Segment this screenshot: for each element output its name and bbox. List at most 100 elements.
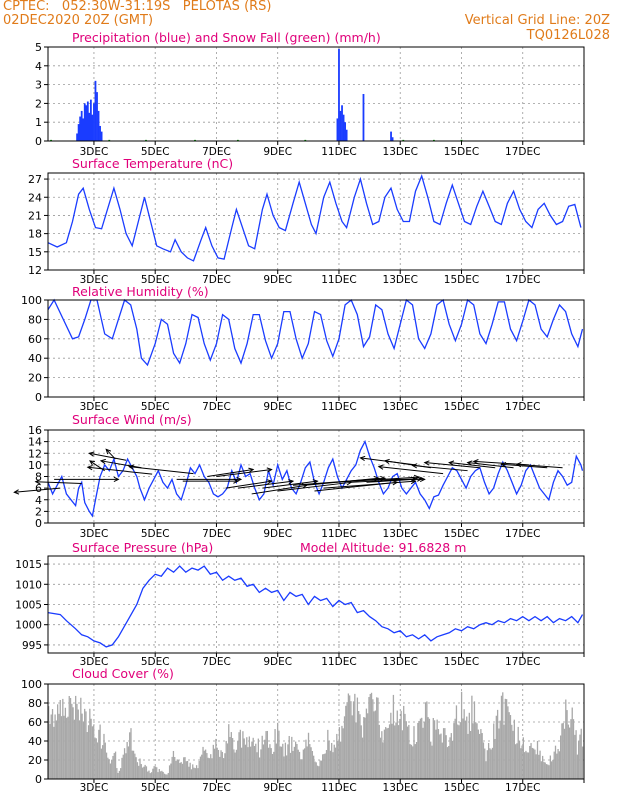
cloud-bar (547, 764, 549, 779)
temperature-xtick-label: 9DEC (263, 274, 292, 286)
cloud-bar (252, 737, 254, 779)
cloud-bar (503, 724, 505, 779)
wind-vector-head (500, 462, 507, 468)
cloud-bar (53, 726, 55, 779)
cloud-bar (436, 719, 438, 779)
precipitation-xtick-label: 7DEC (202, 146, 231, 158)
temperature-xtick-label: 5DEC (141, 274, 170, 286)
cloud-bar (59, 699, 61, 779)
wind-ytick-label: 0 (35, 517, 42, 530)
precipitation-bar (79, 116, 82, 141)
cloud-xtick-label: 3DEC (80, 782, 109, 794)
cloud-bar (172, 750, 175, 779)
humidity-panel: Relative Humidity (%) (44, 284, 585, 401)
pressure-xtick-label: 17DEC (505, 656, 540, 668)
cloud-bar (484, 748, 486, 779)
wind-vector-shaft (237, 480, 294, 489)
cloud-bar (217, 749, 220, 779)
cloud-bar (233, 749, 235, 779)
cloud-bar (190, 769, 193, 779)
cloud-bar (145, 766, 148, 779)
cloud-bar (163, 773, 166, 779)
cloud-xtick-label: 11DEC (321, 782, 356, 794)
humidity-xtick-label: 3DEC (80, 401, 109, 413)
cloud-bar (556, 753, 558, 779)
cloud-bar (570, 719, 572, 779)
wind-vector-shaft (323, 480, 416, 489)
cloud-bar (125, 753, 127, 779)
precipitation-bar (362, 94, 365, 141)
precipitation-bar (85, 105, 88, 141)
wind-vector-shaft (412, 464, 468, 472)
precipitation-bar (76, 133, 78, 141)
cloud-bar (387, 727, 389, 779)
cloud-bar (455, 705, 458, 779)
cloud-bar (148, 770, 150, 779)
cloud-bar (545, 764, 548, 779)
cloud-bar (239, 729, 241, 779)
wind-vector (262, 479, 319, 489)
humidity-xtick-label: 11DEC (321, 401, 356, 413)
cloud-bar (356, 697, 359, 779)
cloud-bar (352, 701, 355, 779)
cloud-bar (126, 741, 128, 779)
cloud-bar (107, 757, 109, 779)
wind-ytick-label: 14 (28, 436, 42, 449)
cloud-bar (520, 748, 522, 779)
cloud-bar (273, 751, 275, 779)
cloud-bar (403, 705, 405, 779)
cloud-xtick-label: 13DEC (383, 782, 418, 794)
cloud-bar (576, 754, 579, 779)
cloud-bar (180, 762, 182, 779)
cloud-bar (521, 745, 523, 779)
cloud-bar (338, 727, 341, 779)
cloud-bar (562, 722, 564, 779)
cloud-bar (446, 747, 449, 779)
cloud-bar (395, 722, 397, 779)
cloud-bar (507, 706, 509, 779)
cloud-bar (279, 746, 281, 779)
cloud-bar (135, 757, 137, 779)
cloud-bar (523, 752, 526, 779)
cloud-bar (213, 748, 216, 779)
cloud-bar (511, 724, 513, 779)
cloud-bar (527, 752, 530, 779)
cloud-bar (194, 768, 196, 779)
wind-vector (500, 462, 548, 469)
cloud-bar (166, 774, 168, 779)
cloud-bar (168, 765, 171, 779)
cloud-bar (118, 770, 121, 779)
cloud-panel: Cloud Cover (%) (44, 666, 585, 783)
wind-vector (88, 451, 127, 461)
cloud-bar (240, 747, 243, 779)
cloud-bar (225, 740, 227, 779)
wind-vector-head (99, 458, 106, 465)
cloud-bar (50, 714, 52, 779)
cloud-bar (390, 712, 392, 779)
temperature-xtick-label: 13DEC (383, 274, 418, 286)
wind-vector-shaft (14, 487, 61, 493)
cloud-title: Cloud Cover (%) (72, 666, 174, 681)
cloud-bar (541, 755, 544, 779)
cloud-bar (255, 743, 257, 779)
precipitation-bar (96, 92, 98, 141)
humidity-xtick-label: 7DEC (202, 401, 231, 413)
pressure-title: Surface Pressure (hPa) (72, 540, 213, 555)
cloud-bar (525, 750, 527, 779)
cloud-bar (412, 746, 414, 779)
cloud-bar (230, 732, 232, 779)
cloud-bar (574, 734, 576, 779)
cloud-bar (116, 768, 118, 779)
cloud-bar (426, 701, 428, 779)
cloud-bar (439, 734, 441, 779)
cloud-bar (280, 746, 283, 779)
wind-vector-head (416, 476, 423, 482)
precipitation-bar (86, 101, 89, 141)
cloud-bar (192, 764, 194, 779)
cloud-bar (331, 742, 333, 779)
cloud-bar (122, 754, 124, 779)
cloud-bar (261, 735, 263, 779)
wind-vector (378, 476, 426, 483)
humidity-ytick-label: 0 (35, 391, 42, 404)
